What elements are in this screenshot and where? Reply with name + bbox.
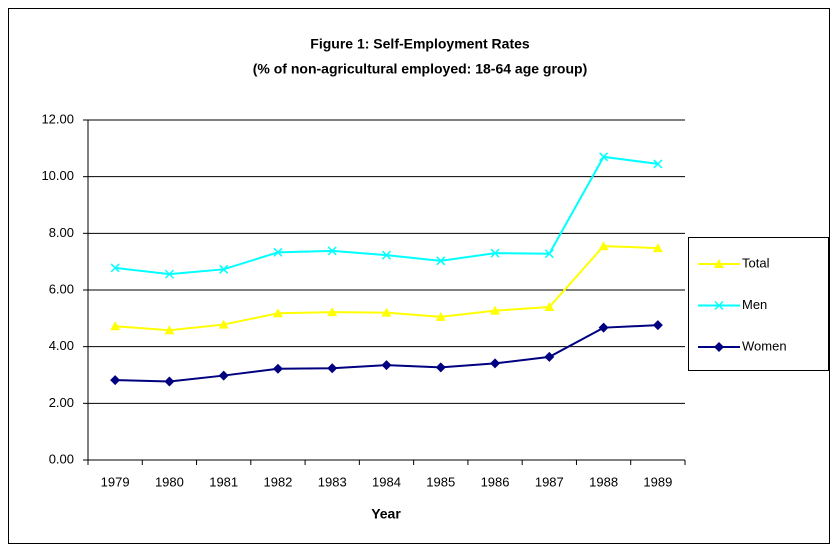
marker [435, 362, 446, 373]
marker [544, 302, 555, 311]
marker [652, 320, 663, 331]
marker [164, 376, 175, 387]
marker [598, 322, 609, 333]
x-tick-label: 1989 [643, 474, 672, 489]
marker [164, 269, 174, 279]
marker [327, 307, 338, 317]
marker [327, 246, 337, 256]
y-tick-label: 12.00 [41, 111, 74, 126]
marker [218, 370, 229, 381]
x-tick-label: 1988 [589, 474, 618, 489]
marker [599, 152, 609, 162]
marker [652, 243, 663, 253]
marker [272, 363, 283, 374]
marker [327, 363, 338, 374]
marker [219, 264, 229, 274]
x-tick-label: 1982 [263, 474, 292, 489]
marker [653, 159, 663, 169]
y-tick-label: 8.00 [49, 225, 74, 240]
marker [110, 321, 121, 331]
legend-label: Men [742, 297, 767, 312]
marker [490, 248, 500, 258]
marker [381, 307, 392, 317]
legend-marker [714, 342, 724, 352]
marker [381, 360, 392, 371]
x-tick-label: 1980 [155, 474, 184, 489]
legend-marker [714, 300, 724, 311]
y-tick-label: 2.00 [49, 395, 74, 410]
y-tick-label: 10.00 [41, 168, 74, 183]
x-tick-label: 1986 [481, 474, 510, 489]
marker [490, 358, 501, 369]
x-tick-label: 1987 [535, 474, 564, 489]
chart-title: Figure 1: Self-Employment Rates [310, 36, 530, 52]
marker [435, 311, 446, 321]
marker [598, 241, 609, 251]
y-tick-label: 4.00 [49, 338, 74, 353]
marker [218, 319, 229, 329]
x-tick-label: 1985 [426, 474, 455, 489]
marker [164, 325, 175, 335]
marker [544, 249, 554, 259]
legend-box [688, 237, 829, 371]
marker [110, 263, 120, 273]
x-tick-label: 1984 [372, 474, 401, 489]
marker [110, 375, 121, 386]
x-tick-label: 1983 [318, 474, 347, 489]
legend-label: Total [742, 255, 770, 270]
marker [273, 247, 283, 257]
y-tick-label: 6.00 [49, 281, 74, 296]
y-tick-label: 0.00 [49, 451, 74, 466]
x-tick-label: 1979 [101, 474, 130, 489]
marker [490, 305, 501, 315]
marker [381, 250, 392, 260]
x-tick-label: 1981 [209, 474, 238, 489]
legend-marker [714, 259, 724, 268]
chart-subtitle: (% of non-agricultural employed: 18-64 a… [253, 61, 587, 77]
legend-label: Women [742, 338, 787, 353]
marker [544, 351, 555, 362]
marker [436, 256, 446, 266]
x-axis-label: Year [371, 506, 401, 522]
marker [272, 308, 283, 318]
